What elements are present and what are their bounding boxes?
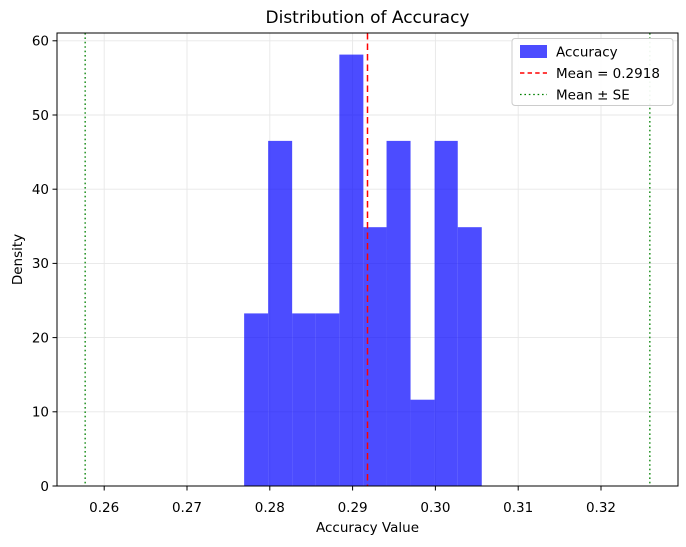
histogram-bin: [339, 54, 364, 487]
y-axis-label: Density: [10, 234, 26, 285]
histogram-bin: [315, 313, 340, 486]
y-axis-ticks: 0 10 20 30 40 50 60: [32, 34, 57, 495]
legend-handle-patch: [520, 45, 547, 58]
legend-item-label: Mean ± SE: [556, 87, 630, 103]
y-tick-label: 40: [32, 182, 49, 198]
reference-lines: [84, 33, 651, 486]
histogram-bin: [457, 227, 482, 487]
histogram-bin: [363, 227, 387, 487]
x-tick-label: 0.26: [89, 500, 119, 516]
x-tick-label: 0.27: [172, 500, 202, 516]
x-axis-ticks: 0.26 0.27 0.28 0.29 0.30 0.31 0.32: [89, 486, 616, 516]
x-tick-label: 0.28: [255, 500, 285, 516]
chart-title: Distribution of Accuracy: [266, 8, 470, 28]
legend-item-label: Accuracy: [556, 44, 618, 60]
legend-frame: [511, 38, 674, 106]
histogram-bin: [292, 313, 316, 486]
x-tick-label: 0.31: [503, 500, 533, 516]
y-tick-label: 50: [32, 108, 49, 124]
histogram-bin: [386, 140, 411, 486]
y-tick-label: 60: [32, 34, 49, 50]
legend-item-label: Mean = 0.2918: [556, 66, 660, 82]
x-axis-label: Accuracy Value: [316, 520, 419, 536]
y-tick-label: 30: [32, 256, 49, 272]
histogram-bars: [244, 54, 482, 487]
y-tick-label: 10: [32, 405, 49, 421]
plot-border: [56, 32, 679, 487]
histogram-bin: [244, 313, 269, 486]
x-tick-label: 0.32: [586, 500, 616, 516]
legend: Accuracy Mean = 0.2918 Mean ± SE: [511, 38, 674, 106]
y-tick-label: 20: [32, 330, 49, 346]
histogram-bin: [434, 140, 458, 486]
x-tick-label: 0.30: [420, 500, 450, 516]
x-tick-label: 0.29: [338, 500, 368, 516]
histogram-bin: [268, 140, 293, 486]
y-tick-label: 0: [40, 479, 49, 495]
histogram-bin: [410, 399, 435, 486]
